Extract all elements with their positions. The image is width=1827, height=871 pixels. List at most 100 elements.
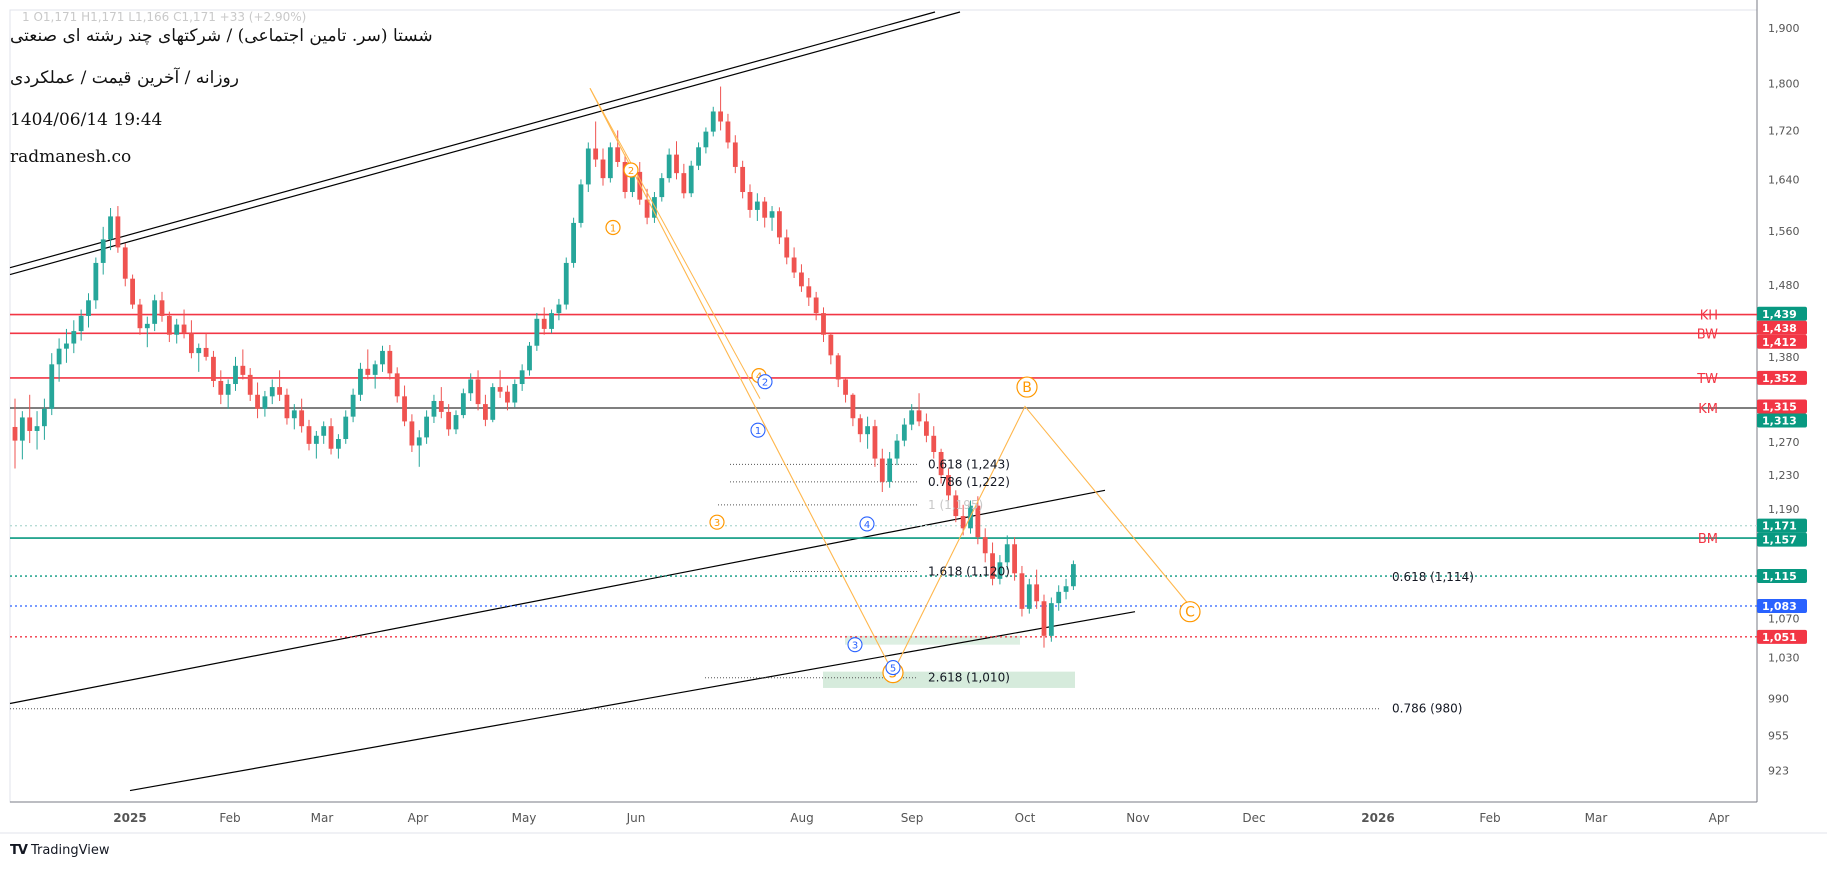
candle-body: [475, 379, 481, 405]
wave-label: 3: [714, 518, 720, 529]
candle: [938, 448, 944, 484]
candle: [1048, 597, 1054, 642]
candle-body: [894, 440, 900, 459]
time-tick-label: May: [512, 811, 537, 825]
candle: [865, 416, 870, 449]
candle-body: [409, 421, 415, 446]
candle-body: [34, 426, 40, 431]
candle-body: [93, 262, 99, 301]
candle-body: [152, 300, 158, 324]
price-badge: 1,438: [1757, 320, 1807, 335]
candle: [563, 257, 569, 310]
ohlc-readout: 1 O1,171 H1,171 L1,166 C1,171 +33 (+2.90…: [22, 10, 307, 24]
wave-label: 2: [628, 166, 634, 177]
candle-body: [328, 426, 334, 449]
candle: [174, 318, 180, 344]
wave-label: 4: [756, 372, 762, 383]
candle-body: [769, 211, 775, 218]
candle-body: [86, 300, 91, 316]
candle: [578, 179, 584, 228]
candle: [181, 309, 187, 339]
candle: [19, 411, 25, 460]
candle-body: [718, 111, 723, 122]
candle: [497, 370, 503, 398]
candle-body: [313, 435, 319, 444]
candle: [806, 277, 812, 306]
price-badge: 1,315: [1757, 399, 1807, 414]
fib-label: 0.786 (980): [1392, 702, 1462, 716]
chart-subtitle: روزانه / آخرین قیمت / عملکردی: [10, 68, 239, 88]
level-label-km: KM: [1698, 402, 1718, 417]
price-tick-label: 1,560: [1768, 225, 1800, 238]
candle: [534, 313, 540, 351]
candle: [703, 127, 709, 154]
candle-body: [321, 426, 327, 436]
badge-bg: [1757, 320, 1807, 335]
candle: [166, 311, 172, 343]
candle: [313, 430, 319, 459]
candle: [725, 113, 731, 149]
candle: [277, 370, 282, 401]
candle-body: [541, 318, 547, 329]
candle-body: [806, 286, 812, 298]
fib-label: 1.618 (1,120): [928, 564, 1010, 578]
candle: [196, 343, 202, 372]
candle-body: [225, 384, 231, 395]
candle-body: [306, 426, 312, 444]
candle-body: [615, 147, 621, 162]
candle-body: [710, 111, 716, 132]
candle: [372, 360, 378, 389]
candle: [1071, 560, 1076, 590]
candle-body: [115, 216, 121, 248]
channel-line-3: [129, 611, 1136, 792]
site-watermark: radmanesh.co: [10, 147, 132, 167]
candle: [549, 309, 554, 334]
badge-text: 1,438: [1762, 322, 1797, 335]
price-tick-label: 1,070: [1768, 612, 1800, 625]
wave-projection-path: [589, 88, 1191, 674]
time-tick-label: Dec: [1242, 811, 1265, 825]
candle: [93, 257, 99, 309]
candle: [291, 404, 297, 430]
candle-body: [56, 348, 62, 365]
channel-line-2: [9, 489, 1106, 705]
candle: [247, 368, 253, 401]
candle-body: [703, 131, 709, 148]
time-tick-label: 2025: [113, 811, 146, 825]
candle-body: [159, 300, 165, 316]
candle-body: [211, 356, 216, 381]
fib-label: 0.618 (1,243): [928, 457, 1010, 471]
price-tick-label: 1,640: [1768, 173, 1800, 186]
candle-body: [1026, 584, 1032, 609]
candle: [821, 307, 826, 343]
candle: [681, 163, 687, 199]
candle-body: [431, 400, 437, 417]
candle: [585, 142, 591, 193]
candle: [879, 448, 885, 492]
candle: [600, 148, 606, 186]
tradingview-brand[interactable]: TV TradingView: [10, 843, 109, 858]
wave-circle: [750, 422, 766, 438]
candle-body: [828, 334, 834, 356]
candle-body: [19, 417, 25, 441]
candle: [409, 414, 415, 452]
candle-body: [446, 411, 452, 430]
candle: [431, 394, 437, 423]
candle-body: [740, 166, 746, 193]
wave-marker-blue-4: 4: [859, 516, 875, 532]
candle-body: [181, 324, 187, 334]
candle-body: [453, 415, 459, 430]
candle: [262, 390, 268, 417]
price-tick-label: 1,720: [1768, 124, 1800, 137]
candle-body: [835, 355, 841, 380]
candle: [916, 393, 922, 427]
candle: [380, 345, 385, 372]
candle: [813, 291, 819, 321]
candle: [622, 154, 628, 199]
candle-body: [1034, 584, 1040, 602]
candle: [490, 383, 496, 423]
candle-body: [916, 410, 922, 422]
candle-body: [358, 368, 363, 395]
